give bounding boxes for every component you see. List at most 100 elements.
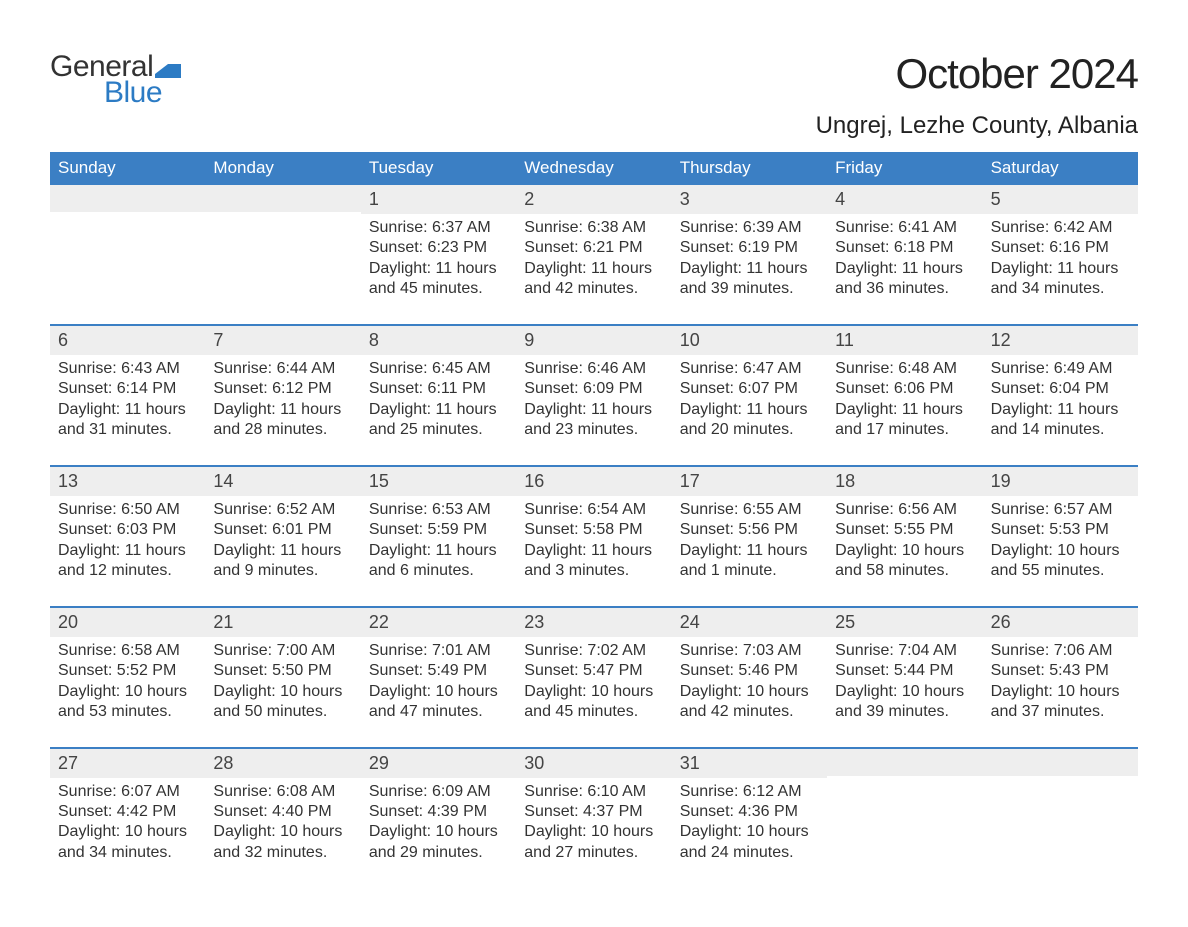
day-number: 17 [680, 471, 700, 491]
day-number: 3 [680, 189, 690, 209]
daylight-text: Daylight: 11 hours and 39 minutes. [680, 259, 819, 300]
day-cell: 3 Sunrise: 6:39 AMSunset: 6:19 PMDaylight… [672, 185, 827, 324]
day-cell: 13Sunrise: 6:50 AMSunset: 6:03 PMDayligh… [50, 467, 205, 606]
day-cell: 15Sunrise: 6:53 AMSunset: 5:59 PMDayligh… [361, 467, 516, 606]
sunset-text: Sunset: 5:53 PM [991, 520, 1130, 540]
day-number-row: 27 [50, 749, 205, 778]
day-number-row: 14 [205, 467, 360, 496]
sunrise-text: Sunrise: 7:04 AM [835, 641, 974, 661]
daylight-text: Daylight: 10 hours and 34 minutes. [58, 822, 197, 863]
sunrise-text: Sunrise: 6:12 AM [680, 782, 819, 802]
daylight-text: Daylight: 11 hours and 20 minutes. [680, 400, 819, 441]
sunset-text: Sunset: 5:46 PM [680, 661, 819, 681]
daylight-text: Daylight: 11 hours and 34 minutes. [991, 259, 1130, 300]
daylight-text: Daylight: 11 hours and 3 minutes. [524, 541, 663, 582]
daylight-text: Daylight: 11 hours and 23 minutes. [524, 400, 663, 441]
sunrise-text: Sunrise: 6:39 AM [680, 218, 819, 238]
day-number-row: 21 [205, 608, 360, 637]
day-number: 2 [524, 189, 534, 209]
day-number-row: 24 [672, 608, 827, 637]
sunset-text: Sunset: 5:43 PM [991, 661, 1130, 681]
sunset-text: Sunset: 6:23 PM [369, 238, 508, 258]
sunrise-text: Sunrise: 6:45 AM [369, 359, 508, 379]
sunset-text: Sunset: 6:06 PM [835, 379, 974, 399]
sunrise-text: Sunrise: 6:52 AM [213, 500, 352, 520]
day-number: 29 [369, 753, 389, 773]
sunrise-text: Sunrise: 7:01 AM [369, 641, 508, 661]
calendar-week: 6Sunrise: 6:43 AMSunset: 6:14 PMDaylight… [50, 324, 1138, 465]
day-cell: 6Sunrise: 6:43 AMSunset: 6:14 PMDaylight… [50, 326, 205, 465]
day-cell [827, 749, 982, 888]
sunrise-text: Sunrise: 6:37 AM [369, 218, 508, 238]
daylight-text: Daylight: 10 hours and 45 minutes. [524, 682, 663, 723]
day-cell: 1 Sunrise: 6:37 AMSunset: 6:23 PMDaylight… [361, 185, 516, 324]
day-number: 24 [680, 612, 700, 632]
day-number: 5 [991, 189, 1001, 209]
day-cell: 24 Sunrise: 7:03 AMSunset: 5:46 PMDayligh… [672, 608, 827, 747]
day-cell: 30 Sunrise: 6:10 AMSunset: 4:37 PMDayligh… [516, 749, 671, 888]
daylight-text: Daylight: 11 hours and 9 minutes. [213, 541, 352, 582]
sunrise-text: Sunrise: 6:48 AM [835, 359, 974, 379]
sunrise-text: Sunrise: 6:47 AM [680, 359, 819, 379]
calendar-week: 20 Sunrise: 6:58 AMSunset: 5:52 PMDayligh… [50, 606, 1138, 747]
sunrise-text: Sunrise: 7:06 AM [991, 641, 1130, 661]
sunset-text: Sunset: 5:56 PM [680, 520, 819, 540]
day-number: 14 [213, 471, 233, 491]
day-number: 16 [524, 471, 544, 491]
day-cell: 27Sunrise: 6:07 AMSunset: 4:42 PMDayligh… [50, 749, 205, 888]
day-number-row: 18 [827, 467, 982, 496]
day-cell: 17Sunrise: 6:55 AMSunset: 5:56 PMDayligh… [672, 467, 827, 606]
daylight-text: Daylight: 10 hours and 39 minutes. [835, 682, 974, 723]
sunrise-text: Sunrise: 6:57 AM [991, 500, 1130, 520]
day-number-row: 12 [983, 326, 1138, 355]
day-cell: 9Sunrise: 6:46 AMSunset: 6:09 PMDaylight… [516, 326, 671, 465]
sunrise-text: Sunrise: 6:08 AM [213, 782, 352, 802]
day-number-row: 8 [361, 326, 516, 355]
day-cell: 11Sunrise: 6:48 AMSunset: 6:06 PMDayligh… [827, 326, 982, 465]
day-content: Sunrise: 7:03 AMSunset: 5:46 PMDaylight:… [672, 637, 827, 723]
calendar-week: 27Sunrise: 6:07 AMSunset: 4:42 PMDayligh… [50, 747, 1138, 888]
day-cell: 31Sunrise: 6:12 AMSunset: 4:36 PMDayligh… [672, 749, 827, 888]
sunset-text: Sunset: 6:04 PM [991, 379, 1130, 399]
daylight-text: Daylight: 10 hours and 37 minutes. [991, 682, 1130, 723]
day-content: Sunrise: 7:01 AMSunset: 5:49 PMDaylight:… [361, 637, 516, 723]
sunset-text: Sunset: 5:59 PM [369, 520, 508, 540]
weekday-header-row: Sunday Monday Tuesday Wednesday Thursday… [50, 152, 1138, 185]
day-content: Sunrise: 6:39 AMSunset: 6:19 PMDaylight:… [672, 214, 827, 300]
day-number: 12 [991, 330, 1011, 350]
day-content: Sunrise: 6:43 AMSunset: 6:14 PMDaylight:… [50, 355, 205, 441]
sunrise-text: Sunrise: 6:56 AM [835, 500, 974, 520]
sunrise-text: Sunrise: 6:54 AM [524, 500, 663, 520]
day-cell: 23Sunrise: 7:02 AMSunset: 5:47 PMDayligh… [516, 608, 671, 747]
day-number-row: 15 [361, 467, 516, 496]
day-cell: 21Sunrise: 7:00 AMSunset: 5:50 PMDayligh… [205, 608, 360, 747]
day-number: 20 [58, 612, 78, 632]
daylight-text: Daylight: 11 hours and 45 minutes. [369, 259, 508, 300]
sunrise-text: Sunrise: 6:44 AM [213, 359, 352, 379]
day-number: 9 [524, 330, 534, 350]
daylight-text: Daylight: 11 hours and 36 minutes. [835, 259, 974, 300]
sunset-text: Sunset: 6:03 PM [58, 520, 197, 540]
day-number: 30 [524, 753, 544, 773]
day-content: Sunrise: 6:38 AMSunset: 6:21 PMDaylight:… [516, 214, 671, 300]
location-text: Ungrej, Lezhe County, Albania [816, 112, 1138, 140]
day-number: 21 [213, 612, 233, 632]
day-number-row: 20 [50, 608, 205, 637]
calendar-week: 1Sunrise: 6:37 AMSunset: 6:23 PMDaylight… [50, 185, 1138, 324]
day-number: 1 [369, 189, 379, 209]
day-number: 25 [835, 612, 855, 632]
sunrise-text: Sunrise: 7:00 AM [213, 641, 352, 661]
day-content: Sunrise: 6:08 AMSunset: 4:40 PMDaylight:… [205, 778, 360, 864]
daylight-text: Daylight: 10 hours and 53 minutes. [58, 682, 197, 723]
day-content: Sunrise: 6:44 AMSunset: 6:12 PMDaylight:… [205, 355, 360, 441]
day-content: Sunrise: 6:10 AMSunset: 4:37 PMDaylight:… [516, 778, 671, 864]
day-content: Sunrise: 6:58 AMSunset: 5:52 PMDaylight:… [50, 637, 205, 723]
day-number-row: 26 [983, 608, 1138, 637]
day-cell: 4Sunrise: 6:41 AMSunset: 6:18 PMDaylight… [827, 185, 982, 324]
title-block: October 2024 Ungrej, Lezhe County, Alban… [816, 50, 1138, 140]
daylight-text: Daylight: 10 hours and 58 minutes. [835, 541, 974, 582]
day-content: Sunrise: 6:07 AMSunset: 4:42 PMDaylight:… [50, 778, 205, 864]
sunrise-text: Sunrise: 6:49 AM [991, 359, 1130, 379]
daylight-text: Daylight: 11 hours and 14 minutes. [991, 400, 1130, 441]
day-number-row: 31 [672, 749, 827, 778]
